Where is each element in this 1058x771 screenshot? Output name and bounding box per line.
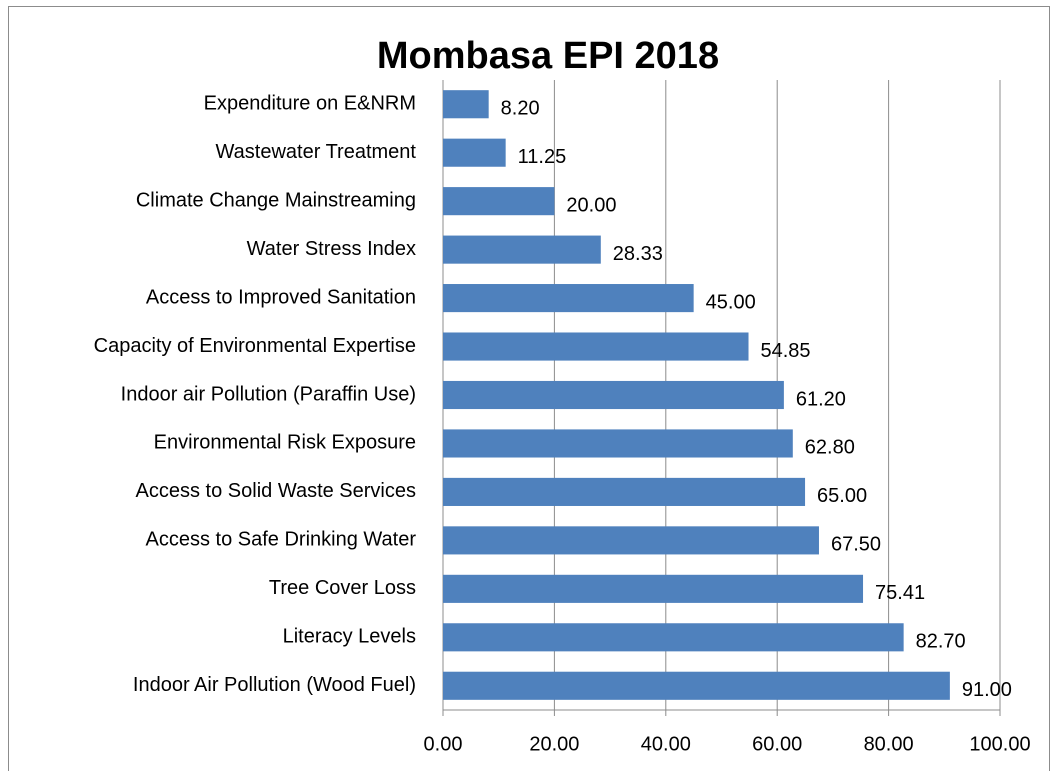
bar [443,526,819,555]
y-tick-label: Water Stress Index [247,238,416,260]
data-label: 8.20 [501,98,540,120]
bar [443,284,694,313]
data-label: 62.80 [805,437,855,459]
y-tick-label: Indoor Air Pollution (Wood Fuel) [133,674,416,696]
y-tick-label: Access to Improved Sanitation [146,286,416,308]
y-tick-label: Wastewater Treatment [216,141,417,163]
data-label: 45.00 [706,291,756,313]
bar [443,623,904,652]
data-label: 28.33 [613,243,663,265]
data-label: 20.00 [566,194,616,216]
y-tick-label: Indoor air Pollution (Paraffin Use) [121,383,416,405]
y-tick-label: Literacy Levels [283,626,416,648]
y-tick-label: Environmental Risk Exposure [154,432,416,454]
data-label: 54.85 [761,340,811,362]
y-tick-label: Capacity of Environmental Expertise [94,335,416,357]
data-label: 65.00 [817,485,867,507]
bar [443,187,555,216]
bar [443,671,950,700]
bar [443,574,864,603]
bar [443,477,806,506]
data-label: 91.00 [962,679,1012,701]
x-tick-label: 60.00 [752,733,802,755]
bar [443,380,784,410]
x-tick-label: 80.00 [864,733,914,755]
y-tick-label: Access to Solid Waste Services [136,480,416,502]
bar [443,138,506,167]
bar [443,90,489,119]
data-label: 67.50 [831,534,881,556]
data-label: 11.25 [518,146,567,168]
x-tick-label: 0.00 [424,733,463,755]
chart-title: Mombasa EPI 2018 [377,35,719,77]
y-tick-label: Climate Change Mainstreaming [136,189,416,211]
y-tick-label: Tree Cover Loss [269,577,416,599]
x-tick-label: 100.00 [969,733,1030,755]
bar [443,429,793,458]
data-label: 75.41 [875,582,925,604]
y-tick-label: Expenditure on E&NRM [204,93,416,115]
data-label: 61.20 [796,388,846,410]
bar [443,235,601,264]
y-tick-label: Access to Safe Drinking Water [146,529,417,551]
data-label: 82.70 [916,631,966,653]
bar [443,332,749,361]
x-tick-label: 40.00 [641,733,691,755]
x-tick-label: 20.00 [529,733,579,755]
